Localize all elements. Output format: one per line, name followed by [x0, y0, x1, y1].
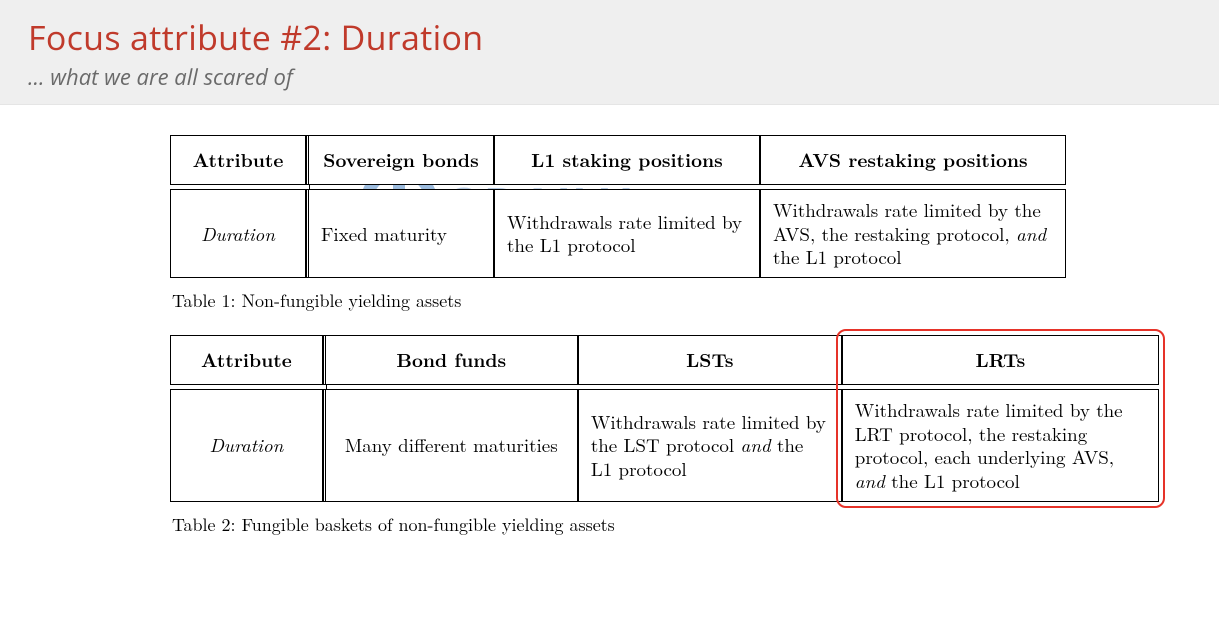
slide-title: Focus attribute #2: Duration	[28, 14, 1191, 60]
table-2-row: Duration Many different maturities Withd…	[170, 389, 1159, 502]
table-2-header-attribute: Attribute	[170, 335, 323, 385]
table-1-header-attribute: Attribute	[170, 135, 306, 185]
table-2-row-label: Duration	[170, 389, 323, 502]
table-2-caption: Table 2: Fungible baskets of non-fungibl…	[172, 512, 1159, 537]
table-2-header-row: Attribute Bond funds LSTs LRTs	[170, 335, 1159, 385]
table-2-header-lrts: LRTs	[842, 335, 1159, 385]
table-1-row-label: Duration	[170, 189, 306, 278]
table-2-cell-lsts: Withdrawals rate limited by the LST prot…	[578, 389, 842, 502]
table-1-row: Duration Fixed maturity Withdrawals rate…	[170, 189, 1066, 278]
table-1-header-row: Attribute Sovereign bonds L1 staking pos…	[170, 135, 1066, 185]
slide-content: ODAILY Attribute Sovereign bonds L1 stak…	[0, 105, 1219, 537]
slide-subtitle: ... what we are all scared of	[28, 62, 1191, 92]
table-1-caption: Table 1: Non-fungible yielding assets	[172, 288, 1159, 313]
table-1-cell-sovereign: Fixed maturity	[306, 189, 494, 278]
table-2-header-lsts: LSTs	[578, 335, 842, 385]
table-2-cell-lrts: Withdrawals rate limited by the LRT prot…	[842, 389, 1159, 502]
table-2: Attribute Bond funds LSTs LRTs Duration …	[170, 335, 1159, 502]
table-1-header-l1: L1 staking positions	[494, 135, 760, 185]
table-1-header-avs: AVS restaking positions	[760, 135, 1066, 185]
table-2-header-bondfunds: Bond funds	[323, 335, 578, 385]
table-1: Attribute Sovereign bonds L1 staking pos…	[170, 135, 1066, 278]
table-1-header-sovereign: Sovereign bonds	[306, 135, 494, 185]
table-1-cell-l1: Withdrawals rate limited by the L1 proto…	[494, 189, 760, 278]
table-2-cell-bondfunds: Many different maturities	[323, 389, 578, 502]
slide-header: Focus attribute #2: Duration ... what we…	[0, 0, 1219, 105]
table-1-cell-avs: Withdrawals rate limited by the AVS, the…	[760, 189, 1066, 278]
